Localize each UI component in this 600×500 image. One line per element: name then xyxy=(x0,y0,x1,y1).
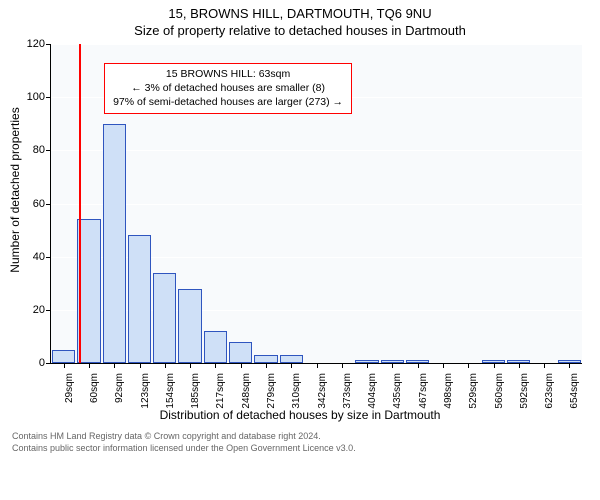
xtick-label: 529sqm xyxy=(468,373,479,409)
ytick-mark xyxy=(46,363,51,364)
ytick-label: 20 xyxy=(33,304,45,316)
xtick-mark xyxy=(468,363,469,368)
gridline xyxy=(51,150,582,151)
annotation-line-2: ← 3% of detached houses are smaller (8) xyxy=(113,81,343,95)
xtick-mark xyxy=(190,363,191,368)
xtick-mark xyxy=(494,363,495,368)
bar xyxy=(103,124,126,363)
xtick-label: 592sqm xyxy=(519,373,530,409)
xtick-label: 60sqm xyxy=(89,373,100,403)
xtick-label: 342sqm xyxy=(317,373,328,409)
plot-area: 02040608010012029sqm60sqm92sqm123sqm154s… xyxy=(50,44,582,364)
xtick-mark xyxy=(367,363,368,368)
xtick-mark xyxy=(544,363,545,368)
ytick-mark xyxy=(46,44,51,45)
bar xyxy=(153,273,176,363)
bar xyxy=(204,331,227,363)
marker-line xyxy=(79,44,81,363)
y-axis-label: Number of detached properties xyxy=(8,25,22,190)
bar xyxy=(280,355,303,363)
xtick-label: 654sqm xyxy=(569,373,580,409)
ytick-label: 80 xyxy=(33,144,45,156)
xtick-label: 373sqm xyxy=(342,373,353,409)
xtick-mark xyxy=(64,363,65,368)
xtick-mark xyxy=(342,363,343,368)
xtick-label: 623sqm xyxy=(544,373,555,409)
xtick-mark xyxy=(266,363,267,368)
xtick-mark xyxy=(291,363,292,368)
ytick-label: 100 xyxy=(27,91,45,103)
xtick-label: 467sqm xyxy=(418,373,429,409)
xtick-label: 92sqm xyxy=(114,373,125,403)
ytick-mark xyxy=(46,150,51,151)
xtick-mark xyxy=(418,363,419,368)
xtick-label: 185sqm xyxy=(190,373,201,409)
annotation-line-3: 97% of semi-detached houses are larger (… xyxy=(113,95,343,109)
bar xyxy=(52,350,75,363)
xtick-label: 310sqm xyxy=(291,373,302,409)
ytick-label: 40 xyxy=(33,251,45,263)
ytick-label: 60 xyxy=(33,198,45,210)
xtick-mark xyxy=(114,363,115,368)
ytick-mark xyxy=(46,310,51,311)
xtick-label: 29sqm xyxy=(64,373,75,403)
chart: 02040608010012029sqm60sqm92sqm123sqm154s… xyxy=(50,44,582,404)
xtick-mark xyxy=(519,363,520,368)
gridline xyxy=(51,44,582,45)
ytick-label: 120 xyxy=(27,38,45,50)
xtick-label: 248sqm xyxy=(241,373,252,409)
x-axis-label: Distribution of detached houses by size … xyxy=(0,408,600,422)
xtick-label: 154sqm xyxy=(165,373,176,409)
ytick-mark xyxy=(46,204,51,205)
xtick-mark xyxy=(140,363,141,368)
xtick-mark xyxy=(569,363,570,368)
bar xyxy=(254,355,277,363)
ytick-mark xyxy=(46,97,51,98)
annotation-line-1: 15 BROWNS HILL: 63sqm xyxy=(113,67,343,81)
xtick-mark xyxy=(241,363,242,368)
xtick-label: 498sqm xyxy=(443,373,454,409)
bar xyxy=(178,289,201,363)
annotation-box: 15 BROWNS HILL: 63sqm ← 3% of detached h… xyxy=(104,63,352,114)
xtick-label: 404sqm xyxy=(367,373,378,409)
gridline xyxy=(51,204,582,205)
xtick-label: 279sqm xyxy=(266,373,277,409)
xtick-label: 123sqm xyxy=(140,373,151,409)
xtick-mark xyxy=(89,363,90,368)
xtick-label: 560sqm xyxy=(494,373,505,409)
xtick-label: 217sqm xyxy=(215,373,226,409)
footer-line-2: Contains public sector information licen… xyxy=(12,442,588,454)
xtick-mark xyxy=(317,363,318,368)
footer-line-1: Contains HM Land Registry data © Crown c… xyxy=(12,430,588,442)
xtick-mark xyxy=(443,363,444,368)
ytick-label: 0 xyxy=(39,357,45,369)
xtick-mark xyxy=(215,363,216,368)
xtick-mark xyxy=(165,363,166,368)
ytick-mark xyxy=(46,257,51,258)
subtitle: Size of property relative to detached ho… xyxy=(0,21,600,38)
bar xyxy=(229,342,252,363)
footer: Contains HM Land Registry data © Crown c… xyxy=(0,422,600,454)
bar xyxy=(128,235,151,363)
xtick-mark xyxy=(392,363,393,368)
page-title: 15, BROWNS HILL, DARTMOUTH, TQ6 9NU xyxy=(0,0,600,21)
xtick-label: 435sqm xyxy=(392,373,403,409)
